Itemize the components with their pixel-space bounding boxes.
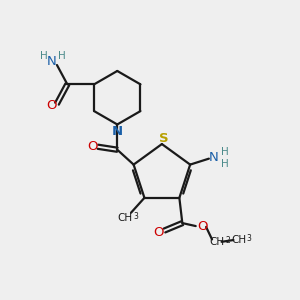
Text: O: O xyxy=(87,140,97,153)
Text: H: H xyxy=(221,147,229,157)
Text: CH: CH xyxy=(231,235,246,245)
Text: N: N xyxy=(112,124,123,137)
Text: 3: 3 xyxy=(247,234,251,243)
Text: O: O xyxy=(153,226,164,238)
Text: H: H xyxy=(40,50,47,61)
Text: CH: CH xyxy=(210,237,225,247)
Text: N: N xyxy=(47,55,56,68)
Text: 3: 3 xyxy=(133,212,138,221)
Text: H: H xyxy=(221,159,229,169)
Text: O: O xyxy=(46,99,56,112)
Text: S: S xyxy=(159,132,168,145)
Text: 2: 2 xyxy=(225,236,230,244)
Text: CH: CH xyxy=(118,213,133,223)
Text: H: H xyxy=(58,50,66,61)
Text: O: O xyxy=(197,220,208,232)
Text: N: N xyxy=(209,151,219,164)
